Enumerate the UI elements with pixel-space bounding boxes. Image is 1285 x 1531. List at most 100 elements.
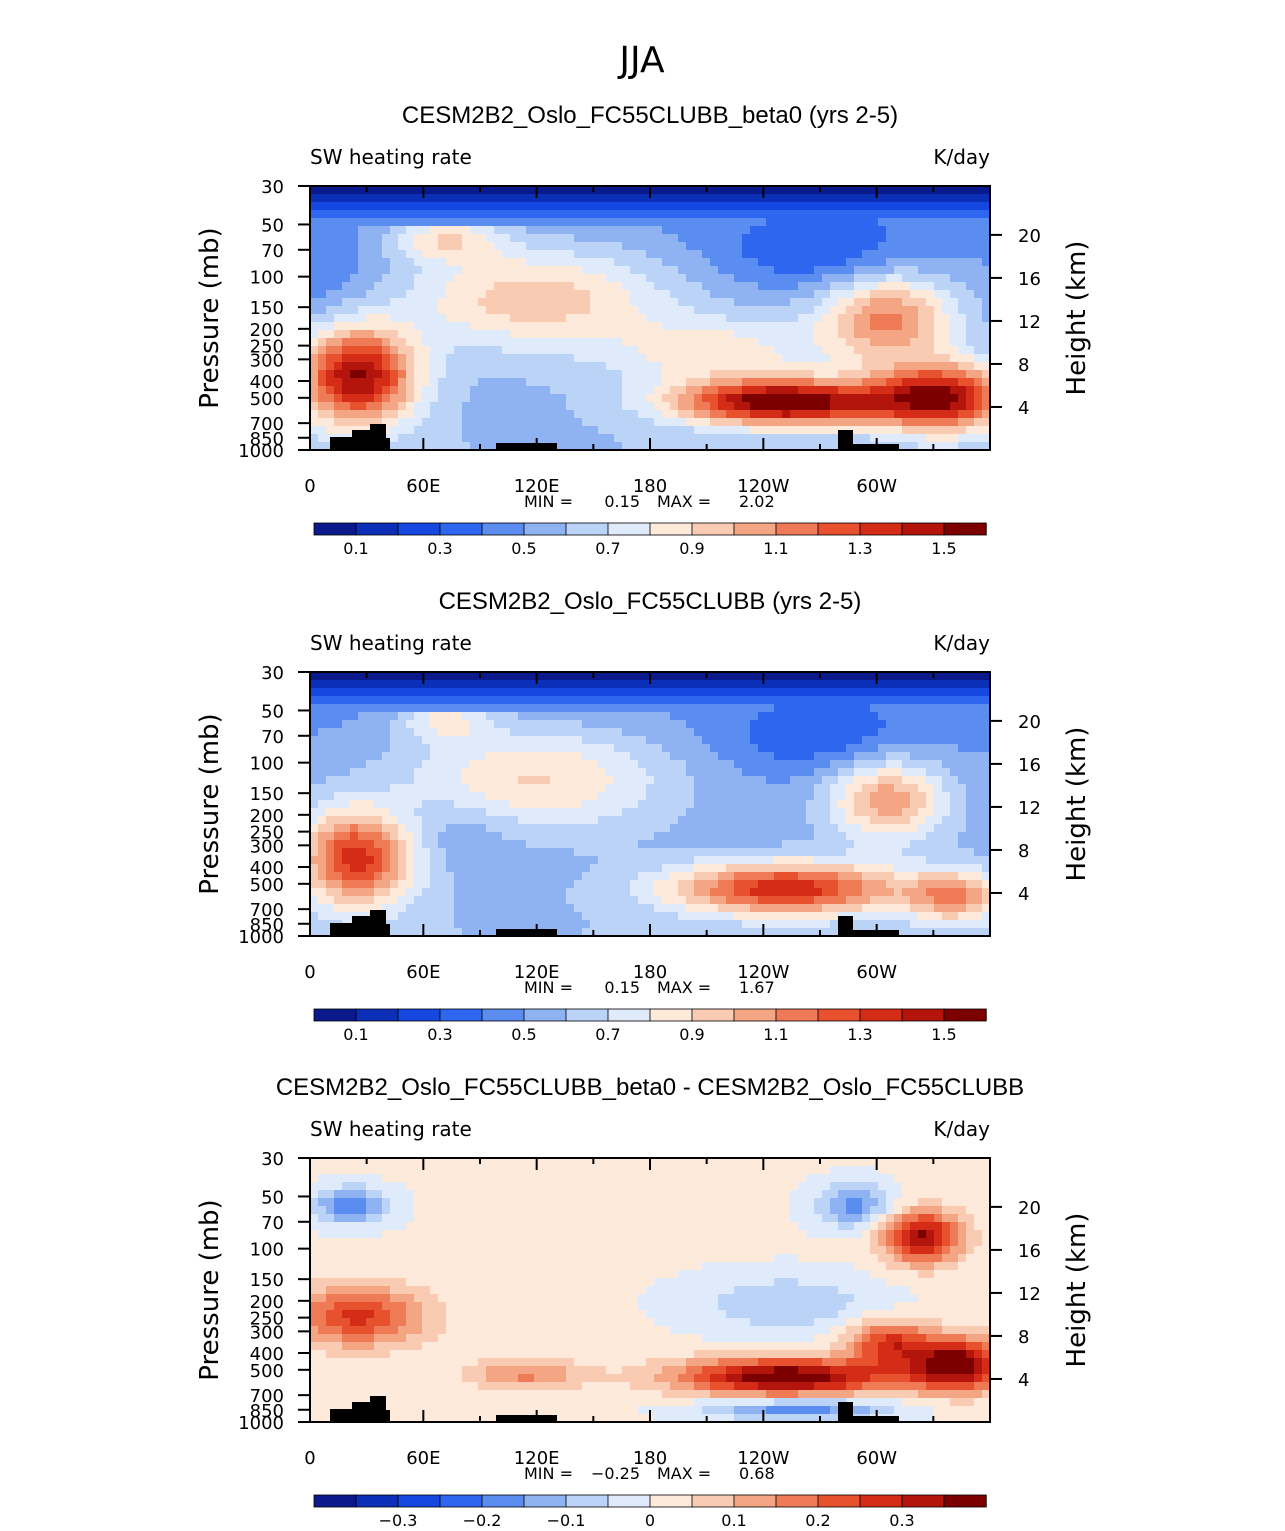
heatmap-cell — [566, 680, 575, 689]
heatmap-cell — [478, 290, 487, 299]
heatmap-cell — [422, 704, 431, 713]
heatmap-cell — [830, 688, 839, 697]
heatmap-cell — [350, 194, 359, 203]
heatmap-cell — [870, 226, 879, 235]
heatmap-cell — [470, 744, 479, 753]
heatmap-cell — [574, 250, 583, 259]
heatmap-cell — [862, 314, 871, 323]
heatmap-cell — [902, 250, 911, 259]
heatmap-cell — [774, 330, 783, 339]
heatmap-cell — [670, 728, 679, 737]
heatmap-cell — [758, 186, 767, 195]
heatmap-cell — [342, 234, 351, 243]
heatmap-cell — [750, 210, 759, 219]
heatmap-cell — [926, 282, 935, 291]
heatmap-cell — [734, 776, 743, 785]
heatmap-cell — [710, 856, 719, 865]
heatmap-cell — [566, 744, 575, 753]
heatmap-cell — [334, 728, 343, 737]
heatmap-cell — [918, 704, 927, 713]
heatmap-cell — [926, 410, 935, 419]
heatmap-cell — [334, 784, 343, 793]
heatmap-cell — [710, 242, 719, 251]
heatmap-cell — [326, 274, 335, 283]
heatmap-cell — [502, 688, 511, 697]
heatmap-cell — [750, 784, 759, 793]
heatmap-cell — [974, 744, 983, 753]
heatmap-cell — [406, 752, 415, 761]
heatmap-cell — [526, 720, 535, 729]
heatmap-cell — [854, 378, 863, 387]
heatmap-cell — [758, 258, 767, 267]
heatmap-cell — [534, 848, 543, 857]
heatmap-cell — [902, 410, 911, 419]
heatmap-cell — [806, 306, 815, 315]
heatmap-cell — [782, 792, 791, 801]
heatmap-cell — [734, 760, 743, 769]
heatmap-cell — [854, 672, 863, 681]
heatmap-cell — [846, 258, 855, 267]
heatmap-cell — [494, 776, 503, 785]
heatmap-cell — [590, 386, 599, 395]
heatmap-cell — [766, 736, 775, 745]
heatmap-cell — [614, 848, 623, 857]
heatmap-cell — [854, 210, 863, 219]
heatmap-cell — [950, 394, 959, 403]
heatmap-cell — [742, 848, 751, 857]
heatmap-cell — [966, 410, 975, 419]
heatmap-cell — [390, 306, 399, 315]
heatmap-cell — [726, 712, 735, 721]
heatmap-cell — [486, 704, 495, 713]
heatmap-cell — [646, 808, 655, 817]
heatmap-cell — [446, 752, 455, 761]
heatmap-cell — [966, 672, 975, 681]
heatmap-cell — [334, 840, 343, 849]
heatmap-cell — [766, 704, 775, 713]
heatmap-cell — [830, 792, 839, 801]
heatmap-cell — [310, 816, 319, 825]
heatmap-cell — [670, 386, 679, 395]
heatmap-cell — [806, 354, 815, 363]
heatmap-cell — [630, 736, 639, 745]
heatmap-cell — [366, 274, 375, 283]
heatmap-cell — [326, 266, 335, 275]
heatmap-cell — [374, 362, 383, 371]
heatmap-cell — [646, 242, 655, 251]
heatmap-cell — [894, 370, 903, 379]
heatmap-cell — [398, 266, 407, 275]
heatmap-cell — [798, 202, 807, 211]
heatmap-cell — [422, 744, 431, 753]
heatmap-cell — [774, 378, 783, 387]
heatmap-cell — [438, 338, 447, 347]
heatmap-cell — [926, 760, 935, 769]
heatmap-cell — [358, 672, 367, 681]
heatmap-cell — [766, 800, 775, 809]
heatmap-cell — [606, 426, 615, 435]
heatmap-cell — [958, 672, 967, 681]
heatmap-cell — [614, 250, 623, 259]
heatmap-cell — [934, 386, 943, 395]
heatmap-cell — [806, 768, 815, 777]
heatmap-cell — [966, 442, 975, 451]
heatmap-cell — [638, 282, 647, 291]
heatmap-cell — [734, 792, 743, 801]
heatmap-cell — [934, 744, 943, 753]
heatmap-cell — [678, 386, 687, 395]
heatmap-cell — [790, 354, 799, 363]
heatmap-cell — [830, 202, 839, 211]
heatmap-cell — [838, 704, 847, 713]
heatmap-cell — [462, 338, 471, 347]
heatmap-cell — [966, 696, 975, 705]
heatmap-cell — [350, 210, 359, 219]
heatmap-cell — [534, 792, 543, 801]
heatmap-cell — [390, 410, 399, 419]
heatmap-cell — [518, 696, 527, 705]
heatmap-cell — [662, 330, 671, 339]
heatmap-cell — [454, 354, 463, 363]
heatmap-cell — [718, 784, 727, 793]
heatmap-cell — [310, 824, 319, 833]
heatmap-cell — [806, 346, 815, 355]
heatmap-cell — [510, 768, 519, 777]
heatmap-cell — [478, 776, 487, 785]
heatmap-cell — [614, 194, 623, 203]
